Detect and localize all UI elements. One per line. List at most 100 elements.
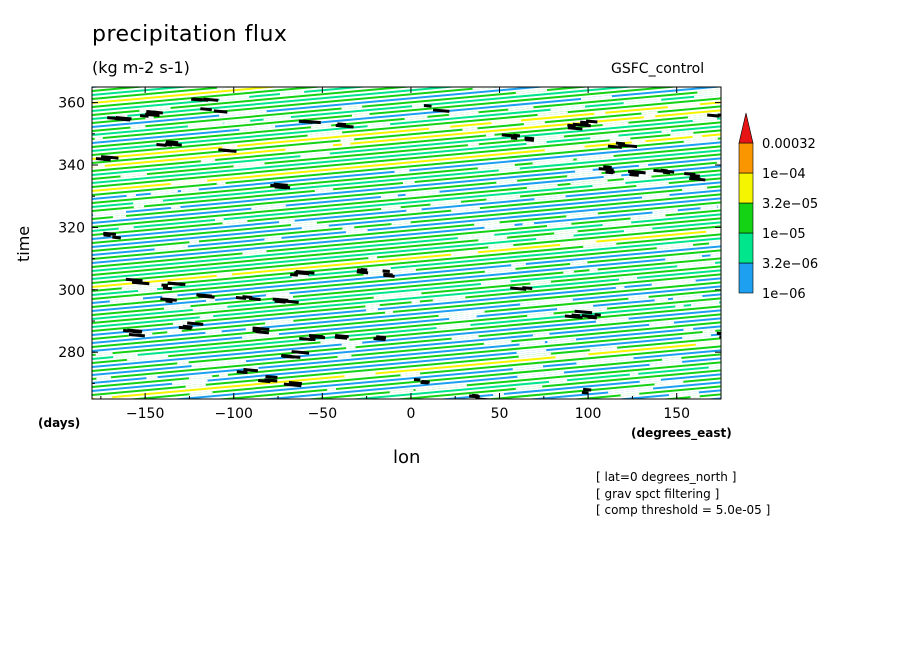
streak-gap [109,297,144,303]
streak-gap [189,391,213,396]
streak-gap [474,221,500,226]
threshold-blob [283,382,302,388]
threshold-blob [100,155,108,159]
x-tick-label: 100 [575,406,602,422]
x-tick-label: −150 [126,406,164,422]
chart-units: (kg m-2 s-1) [92,58,190,77]
streak-gap [188,29,205,31]
threshold-blob [572,122,591,128]
streak-gap [105,75,140,78]
threshold-blob [127,328,143,333]
streak-gap [451,208,465,212]
x-tick-label: 150 [663,406,690,422]
streak-gap [662,356,682,361]
threshold-blob [290,273,299,277]
precip-streak [92,157,721,216]
streak-gap [327,51,362,54]
precip-streak [92,0,721,43]
streak-gap [631,140,646,144]
streak-gap [544,148,558,152]
threshold-blob [298,119,313,124]
streak-gap [313,77,340,79]
threshold-blob [662,170,671,175]
colorbar: 0.00032 1e−04 3.2e−05 1e−05 3.2e−06 1e−06 [738,112,818,302]
streak-gap [340,418,366,420]
streak-gap [623,227,653,233]
streak-gap [391,221,411,226]
y-tick-label: 320 [58,220,85,236]
streak-gap [519,341,545,346]
streak-gap [564,68,573,69]
threshold-blob [469,394,479,399]
streak-gap [239,125,276,131]
precip-streak [92,117,721,176]
threshold-blob [475,397,489,399]
streak-gap [92,210,127,216]
colorbar-label: 1e−05 [762,227,806,242]
y-tick-label: 280 [58,345,85,361]
x-axis-label: lon [393,447,421,468]
streak-gap [515,89,548,94]
streak-gap [594,111,606,115]
streak-gap [483,340,512,345]
y-tick-label: 340 [58,158,85,174]
threshold-blob [222,148,237,153]
streak-gap [570,261,588,265]
streak-gap [436,323,471,329]
precip-streak [92,87,459,120]
precip-streak [92,0,721,27]
threshold-blob [522,286,533,290]
precip-streak [92,273,721,332]
precip-streak [92,177,721,236]
streak-gap [373,81,386,82]
streak-gap [592,181,626,187]
streak-gap [630,214,666,220]
streak-gap [431,411,443,412]
streak-gap [264,319,294,325]
streak-gap [373,427,403,430]
streak-gap [163,305,191,310]
precip-streak [92,97,721,156]
precip-streak [92,301,721,360]
streak-gap [222,144,238,149]
streak-gap [205,298,216,302]
precip-streak [92,87,326,108]
precip-streak [92,197,721,256]
streak-gap [208,360,247,366]
precip-streak [92,145,721,204]
streak-gap [367,123,391,128]
streak-gap [451,335,479,340]
streak-gap [146,376,158,380]
streak-gap [717,82,727,83]
streak-gap [654,298,669,302]
colorbar-segment [738,142,754,174]
threshold-blob [235,296,247,300]
streak-gap [354,412,391,415]
y-axis: 280 300 320 340 360 [58,96,721,384]
streak-gap [264,236,282,241]
streak-gap [682,186,708,191]
colorbar-segment [738,172,754,204]
chart-title: precipitation flux [92,22,288,47]
precip-streak [92,169,721,228]
streak-gap [462,127,478,131]
streak-gap [480,35,495,36]
threshold-blob [684,172,696,177]
precip-streak [92,305,721,364]
threshold-blob [607,144,623,149]
streak-gap [461,24,480,26]
streak-gap [438,311,473,317]
streak-gap [168,245,183,250]
streak-gap [93,401,116,403]
streak-gap [539,184,558,188]
streak-gap [652,209,678,214]
threshold-blob [607,170,615,174]
streak-gap [218,373,229,377]
streak-gap [347,27,364,28]
threshold-blob [564,314,583,320]
threshold-blob [156,143,167,147]
streak-gap [94,76,129,79]
streak-gap [695,64,704,65]
streak-gap [478,236,508,242]
streak-gap [555,353,589,359]
